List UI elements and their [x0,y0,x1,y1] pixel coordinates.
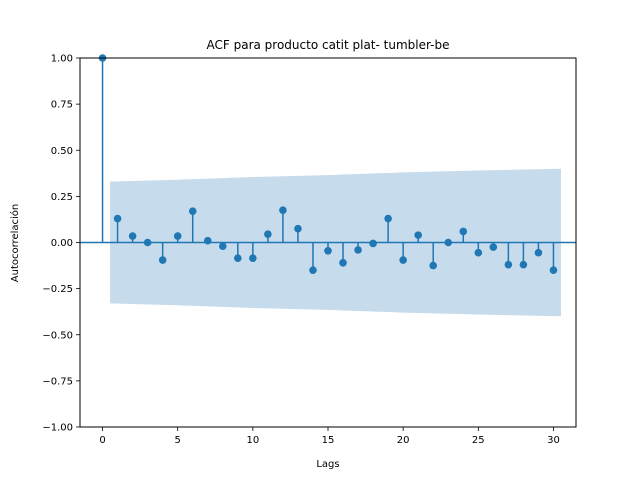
x-tick-label: 20 [397,435,410,446]
y-tick-label: 0.75 [51,100,73,111]
y-axis-label: Autocorrelación [9,204,21,282]
acf-point [549,266,558,274]
acf-point [158,256,167,264]
acf-point [113,214,122,223]
acf-point [218,242,227,250]
acf-point [489,243,498,251]
x-tick-label: 25 [472,435,485,446]
acf-point [143,238,152,247]
x-tick-label: 10 [246,435,259,446]
y-tick-label: 0.50 [51,146,73,157]
acf-point [399,256,407,264]
acf-point [429,261,438,270]
chart-title: ACF para producto catit plat- tumbler-be [207,38,450,52]
acf-point [309,266,317,274]
acf-point [173,232,182,240]
acf-point [279,206,287,215]
acf-point [414,231,422,239]
acf-point [459,227,468,236]
x-tick-label: 5 [175,435,181,446]
y-axis-ticks: −1.00 −0.75 −0.50 −0.25 0.00 0.25 0.50 0.75 1.00 [42,54,80,434]
x-tick-label: 30 [547,435,560,446]
acf-point [188,207,197,215]
y-tick-label: −0.75 [42,376,73,387]
y-tick-label: −0.25 [42,284,73,295]
x-tick-label: 0 [99,435,105,446]
x-axis-ticks: 0 5 10 15 20 25 30 [99,427,560,446]
x-tick-label: 15 [322,435,335,446]
acf-point [203,236,212,245]
acf-point [294,224,302,233]
acf-point [354,246,362,254]
acf-point [324,247,332,255]
acf-point [519,260,528,269]
acf-point [384,214,392,223]
y-tick-label: −0.50 [42,330,73,341]
acf-point [504,260,513,269]
acf-point [249,254,257,262]
acf-point [534,248,543,257]
acf-point [339,258,347,267]
acf-point [234,254,242,262]
acf-point [128,232,137,240]
y-tick-label: 0.00 [51,238,73,249]
y-tick-label: −1.00 [42,423,73,434]
acf-point [474,248,483,257]
y-tick-label: 0.25 [51,192,73,203]
x-axis-label: Lags [316,459,339,470]
acf-point [369,239,377,248]
stem-layer [98,54,558,274]
acf-point [264,230,272,238]
y-tick-label: 1.00 [51,54,73,65]
acf-point [444,238,453,247]
